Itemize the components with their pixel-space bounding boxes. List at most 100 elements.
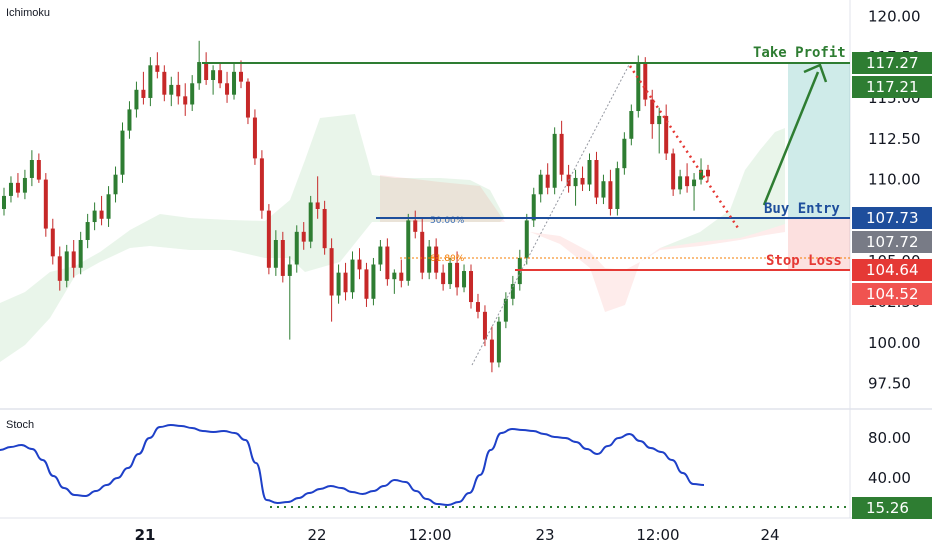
candle <box>434 238 439 280</box>
candle <box>678 169 683 195</box>
stoch-label: Stoch <box>6 419 34 431</box>
candle <box>496 316 501 368</box>
candle <box>413 210 418 239</box>
candle <box>315 176 320 219</box>
fib-label-50: 50.00% <box>430 216 465 226</box>
candle <box>273 230 278 276</box>
candle <box>469 264 474 309</box>
y-tick-label: 120.00 <box>868 7 921 25</box>
candle <box>392 269 397 294</box>
main-indicator-label: Ichimoku <box>6 7 50 19</box>
candle <box>510 275 515 306</box>
tag-take-profit-text: 117.27 <box>866 54 919 72</box>
candle <box>85 213 90 249</box>
candle <box>141 71 146 105</box>
candle <box>587 153 592 192</box>
candle <box>36 153 41 183</box>
candle <box>420 218 425 280</box>
fib-trend-line <box>471 62 631 366</box>
candle <box>615 161 620 216</box>
candle <box>232 63 237 100</box>
x-tick-label: 24 <box>760 526 779 544</box>
candle <box>545 163 550 195</box>
candle <box>301 222 306 250</box>
tag-stoch <box>852 497 932 519</box>
candle <box>329 238 334 322</box>
candle <box>169 76 174 107</box>
stop-loss-zone <box>788 218 850 270</box>
candle <box>441 264 446 291</box>
candle <box>692 173 697 211</box>
candle <box>29 150 34 187</box>
candle <box>280 231 285 283</box>
ichimoku-cloud-green <box>0 114 505 362</box>
candle <box>155 52 160 79</box>
candle <box>601 174 606 205</box>
tag-buy-entry-text: 107.73 <box>866 209 919 227</box>
candle <box>64 244 69 288</box>
candle <box>636 55 641 118</box>
candle <box>113 166 118 203</box>
candle <box>50 218 55 265</box>
take-profit-zone <box>788 63 850 218</box>
candle <box>399 259 404 288</box>
x-axis: 21 22 12:00 23 12:00 24 <box>135 526 780 544</box>
candle <box>455 251 460 296</box>
candle <box>385 238 390 286</box>
candle <box>127 101 132 139</box>
candle <box>671 148 676 196</box>
candle <box>427 240 432 280</box>
main-pane[interactable] <box>0 0 850 408</box>
candle <box>162 65 167 102</box>
y-tick-label: 112.50 <box>868 130 921 148</box>
candle <box>148 57 153 107</box>
candle <box>350 251 355 299</box>
tag-stop-loss-text: 104.64 <box>866 261 919 279</box>
buy-entry-label: Buy Entry <box>764 201 840 217</box>
candle <box>622 132 627 175</box>
candle <box>524 213 529 265</box>
tag-red-text: 104.52 <box>866 285 919 303</box>
candle <box>448 257 453 289</box>
candle <box>120 122 125 183</box>
candle <box>664 104 669 160</box>
y-tick-label: 100.00 <box>868 334 921 352</box>
candle <box>259 150 264 219</box>
candle <box>475 293 480 319</box>
tag-grey-text: 107.72 <box>866 233 919 251</box>
x-tick-label: 12:00 <box>636 526 679 544</box>
candle <box>134 81 139 118</box>
candle <box>2 187 6 216</box>
candle <box>378 240 383 272</box>
stoch-axis: 80.00 40.00 <box>868 429 911 487</box>
candle <box>573 169 578 206</box>
candle <box>57 246 62 291</box>
candle <box>629 104 634 146</box>
candle <box>406 213 411 286</box>
candle <box>594 151 599 205</box>
candle <box>197 40 202 90</box>
candle <box>211 65 216 95</box>
candles <box>2 40 710 373</box>
candle <box>322 200 327 255</box>
candle <box>643 57 648 107</box>
candle <box>685 163 690 193</box>
candle <box>371 257 376 306</box>
candle <box>252 109 257 165</box>
candle <box>357 248 362 280</box>
candle <box>204 52 209 85</box>
candle <box>92 202 97 231</box>
candle <box>552 127 557 195</box>
stoch-line <box>0 423 705 507</box>
candle <box>531 187 536 227</box>
tag-take-profit <box>852 52 932 74</box>
y-tick-label: 97.50 <box>868 375 911 393</box>
tag-grey <box>852 231 932 253</box>
tag-red <box>852 283 932 305</box>
projection-arrow <box>762 63 828 206</box>
candle <box>266 204 271 275</box>
candle <box>71 240 76 278</box>
candle <box>8 176 13 203</box>
tag-stoch-text: 15.26 <box>866 499 909 517</box>
candle <box>608 169 613 216</box>
